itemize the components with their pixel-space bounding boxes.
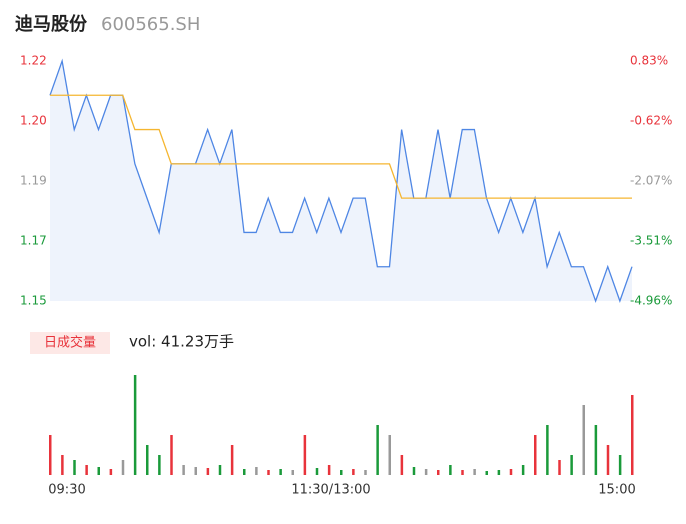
volume-bar (473, 469, 476, 475)
y2-tick-label: -4.96% (630, 294, 672, 308)
volume-bar (509, 469, 513, 475)
volume-bar (618, 455, 622, 475)
volume-bar (267, 470, 270, 475)
chart-title: 迪马股份 (15, 13, 88, 35)
volume-tag: 日成交量 (44, 335, 96, 351)
volume-bar (558, 460, 561, 475)
volume-bar (291, 470, 294, 475)
volume-bar (521, 465, 525, 475)
volume-bar (582, 405, 585, 475)
y2-tick-label: -0.62% (630, 114, 672, 128)
y-tick-label: 1.20 (20, 114, 47, 128)
volume-bar (606, 445, 610, 475)
volume-bar (594, 425, 598, 475)
volume-bar (73, 460, 76, 475)
volume-bar (303, 435, 307, 475)
volume-bar (255, 467, 258, 475)
volume-bar (497, 470, 501, 475)
volume-bar (279, 469, 282, 475)
volume-bar (49, 435, 52, 475)
x-tick-label: 11:30/13:00 (291, 483, 370, 498)
volume-bar (170, 435, 173, 475)
y2-tick-label: -2.07% (630, 174, 672, 188)
volume-bar (412, 467, 416, 475)
volume-bar (485, 471, 488, 475)
y-tick-label: 1.17 (20, 234, 47, 248)
volume-bar (437, 470, 440, 475)
volume-bar (182, 465, 185, 475)
volume-bar (230, 445, 234, 475)
y2-tick-label: 0.83% (630, 54, 668, 68)
x-tick-label: 15:00 (598, 483, 635, 498)
y-tick-label: 1.19 (20, 174, 47, 188)
volume-bar (352, 469, 355, 475)
volume-bar (133, 375, 137, 475)
volume-bar (340, 470, 343, 475)
volume-bar (546, 425, 549, 475)
volume-bar (97, 467, 100, 475)
volume-bar (449, 465, 452, 475)
y2-tick-label: -3.51% (630, 233, 672, 247)
price-area (50, 61, 632, 301)
volume-bar (109, 469, 113, 475)
volume-bar (61, 455, 64, 475)
volume-bar (121, 460, 125, 475)
volume-bar (461, 470, 464, 475)
volume-bar (315, 468, 319, 475)
y-tick-label: 1.22 (20, 54, 47, 68)
volume-bar (364, 470, 367, 475)
volume-bar (158, 455, 161, 475)
volume-bar (146, 445, 149, 475)
volume-bar (388, 435, 391, 475)
volume-bar (327, 465, 331, 475)
volume-bar (376, 425, 379, 475)
volume-bar (194, 467, 197, 475)
volume-bar (631, 395, 634, 475)
x-tick-label: 09:30 (48, 483, 85, 498)
average-line (50, 94, 632, 199)
volume-bar (400, 455, 404, 475)
y-tick-label: 1.15 (20, 294, 47, 308)
chart-subtitle: 600565.SH (101, 14, 200, 35)
volume-bar (85, 465, 88, 475)
volume-bar (243, 469, 246, 475)
volume-bar (570, 455, 573, 475)
volume-bar (206, 468, 210, 475)
volume-bar (424, 469, 428, 475)
volume-bar (534, 435, 537, 475)
volume-tag-bg (30, 332, 110, 354)
volume-bar (218, 465, 222, 475)
volume-annotation: vol: 41.23万手 (129, 333, 234, 351)
